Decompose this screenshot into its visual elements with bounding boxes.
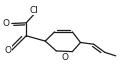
Text: O: O xyxy=(5,46,12,55)
Text: O: O xyxy=(2,19,10,28)
Text: Cl: Cl xyxy=(30,6,39,15)
Text: O: O xyxy=(62,53,69,62)
